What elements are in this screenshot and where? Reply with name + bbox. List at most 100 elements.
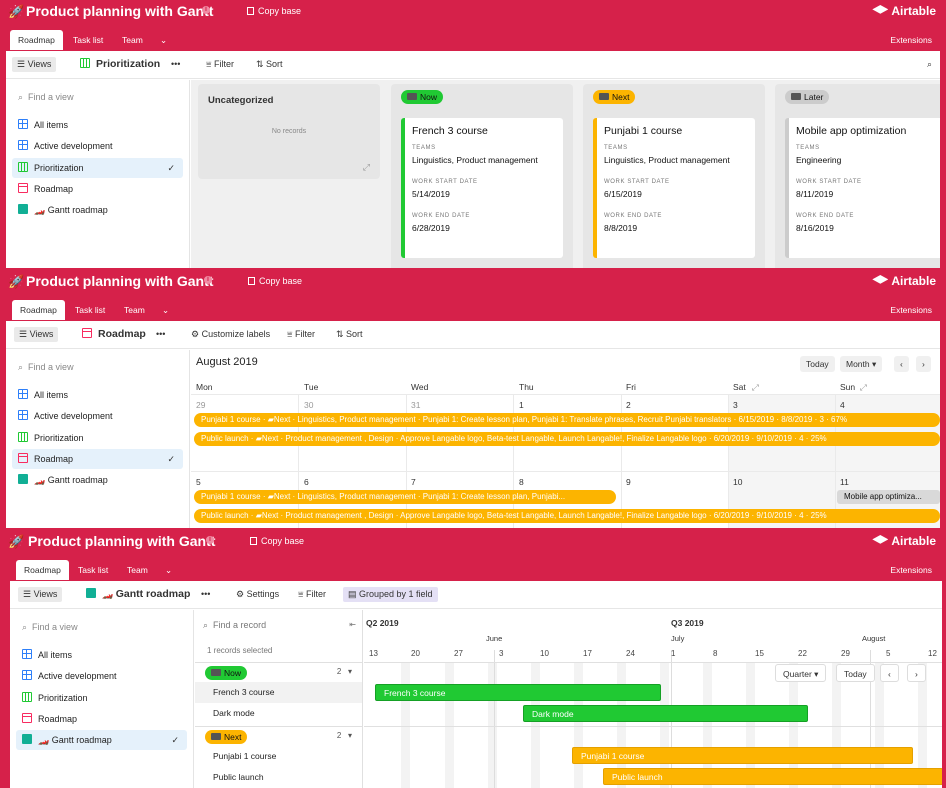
tabs-chevron-down-icon[interactable]: ⌄ [165,565,173,575]
more-button[interactable]: ••• [156,329,166,339]
tab-roadmap[interactable]: Roadmap [10,30,63,50]
sidebar-item-roadmap[interactable]: Roadmap ✓ [12,449,183,469]
more-button[interactable]: ••• [171,59,181,69]
record-row[interactable]: French 3 course [195,682,362,703]
base-title[interactable]: Product planning with Gantt [28,533,216,549]
views-button[interactable]: ☰ Views [14,327,59,342]
gantt-bar[interactable]: Dark mode [523,705,808,722]
views-button[interactable]: ☰ Views [18,587,63,602]
copy-base-button[interactable]: Copy base [247,6,301,16]
copy-base-button[interactable]: Copy base [250,536,304,546]
prev-button[interactable]: ‹ [894,356,909,372]
airtable-logo[interactable]: Airtable [872,4,936,18]
tab-team[interactable]: Team [127,565,148,575]
calendar-event[interactable]: Public launch · ▰Next · Product manageme… [194,509,940,523]
search-icon[interactable]: ⌕ [926,59,932,69]
caret-down-icon[interactable]: ▾ [347,731,352,740]
extensions-button[interactable]: Extensions [890,565,932,575]
prev-button[interactable]: ‹ [880,664,899,682]
sort-button[interactable]: ⇅ Sort [256,59,283,69]
sidebar-item-label: Roadmap [34,454,74,464]
tab-roadmap[interactable]: Roadmap [16,560,69,580]
tabs-chevron-down-icon[interactable]: ⌄ [162,305,170,315]
sidebar-item-prioritization[interactable]: Prioritization ✓ [12,158,183,178]
record-card[interactable]: Mobile app optimization TEAMS Engineerin… [785,118,940,258]
current-view[interactable]: Roadmap [82,328,146,340]
settings-button[interactable]: ⚙ Settings [236,589,280,599]
gantt-bar[interactable]: Public launch [603,768,942,785]
record-row[interactable]: Public launch [213,772,264,782]
tab-team[interactable]: Team [124,305,145,315]
gantt-bar[interactable]: Punjabi 1 course [572,747,913,764]
calendar-event[interactable]: Public launch · ▰Next · Product manageme… [194,432,940,446]
more-button[interactable]: ••• [201,589,211,599]
weekend-expand-icon[interactable]: ⤢ [860,382,867,392]
current-view[interactable]: Prioritization [80,58,160,70]
tab-task-list[interactable]: Task list [73,35,104,45]
base-title[interactable]: Product planning with Gantt [26,273,214,289]
find-view-input[interactable]: ⌕ Find a view [18,92,74,102]
copy-base-button[interactable]: Copy base [248,276,302,286]
find-view-input[interactable]: ⌕ Find a view [18,362,74,372]
calendar-event[interactable]: Punjabi 1 course · ▰Next · Linguistics, … [194,413,940,427]
sidebar-item-roadmap[interactable]: Roadmap [16,709,187,729]
sidebar-item-all-items[interactable]: All items [12,385,183,405]
info-icon[interactable]: i [202,6,210,14]
info-icon[interactable]: i [204,276,212,284]
caret-down-icon[interactable]: ▾ [347,667,352,676]
sidebar-item-active-development[interactable]: Active development [16,666,187,686]
sort-button[interactable]: ⇅ Sort [336,329,363,339]
sidebar-item-prioritization[interactable]: Prioritization [16,688,187,708]
group-header-now[interactable]: Now 2 ▾ [195,662,362,682]
month-select[interactable]: Month ▾ [840,356,883,372]
sidebar-item-gantt-roadmap[interactable]: 🏎️ Gantt roadmap [12,200,183,220]
find-view-input[interactable]: ⌕ Find a view [22,622,78,632]
airtable-logo[interactable]: Airtable [872,534,936,548]
record-card[interactable]: Punjabi 1 course TEAMS Linguistics, Prod… [593,118,755,258]
field-label-start: WORK START DATE [796,179,862,185]
info-icon[interactable]: i [206,536,214,544]
calendar-event[interactable]: Punjabi 1 course · ▰Next · Linguistics, … [194,490,616,504]
tab-task-list[interactable]: Task list [78,565,109,575]
sidebar-item-gantt-roadmap[interactable]: 🏎️ Gantt roadmap [12,470,183,490]
weekend-stripe [574,663,583,788]
collapse-panel-icon[interactable]: ⇤ [349,620,356,629]
stage-icon [211,669,221,676]
sidebar-item-all-items[interactable]: All items [16,645,187,665]
tab-task-list[interactable]: Task list [75,305,106,315]
weekend-expand-icon[interactable]: ⤢ [752,382,759,392]
record-row[interactable]: Dark mode [213,708,255,718]
record-card[interactable]: French 3 course TEAMS Linguistics, Produ… [401,118,563,258]
quarter-select[interactable]: Quarter ▾ [775,664,827,682]
extensions-button[interactable]: Extensions [890,305,932,315]
base-title[interactable]: Product planning with Gantt [26,3,214,19]
tabs-chevron-down-icon[interactable]: ⌄ [160,35,168,45]
customize-labels-button[interactable]: ⚙ Customize labels [191,329,271,339]
views-button[interactable]: ☰ Views [12,57,57,72]
today-button[interactable]: Today [800,356,835,372]
next-button[interactable]: › [916,356,931,372]
expand-icon[interactable]: ⤢ [362,162,370,172]
group-header-next[interactable]: Next 2 ▾ [195,726,362,746]
extensions-button[interactable]: Extensions [890,35,932,45]
sidebar-item-active-development[interactable]: Active development [12,406,183,426]
today-button[interactable]: Today [836,664,875,682]
tab-roadmap[interactable]: Roadmap [12,300,65,320]
gantt-bar[interactable]: French 3 course [375,684,661,701]
sidebar-item-prioritization[interactable]: Prioritization [12,428,183,448]
record-row[interactable]: Punjabi 1 course [213,751,277,761]
airtable-logo[interactable]: Airtable [872,274,936,288]
sidebar-item-active-development[interactable]: Active development [12,136,183,156]
sidebar-item-all-items[interactable]: All items [12,115,183,135]
find-record-input[interactable]: ⌕ Find a record [203,620,267,630]
current-view[interactable]: 🏎️ Gantt roadmap [86,588,190,600]
sidebar-item-gantt-roadmap[interactable]: 🏎️ Gantt roadmap ✓ [16,730,187,750]
filter-button[interactable]: ⩸ Filter [287,329,315,339]
next-button[interactable]: › [907,664,926,682]
calendar-event[interactable]: Mobile app optimiza... [837,490,940,504]
filter-button[interactable]: ⩸ Filter [298,589,326,599]
grouped-button[interactable]: ▤ Grouped by 1 field [343,587,438,602]
sidebar-item-roadmap[interactable]: Roadmap [12,179,183,199]
tab-team[interactable]: Team [122,35,143,45]
filter-button[interactable]: ⩸ Filter [206,59,234,69]
